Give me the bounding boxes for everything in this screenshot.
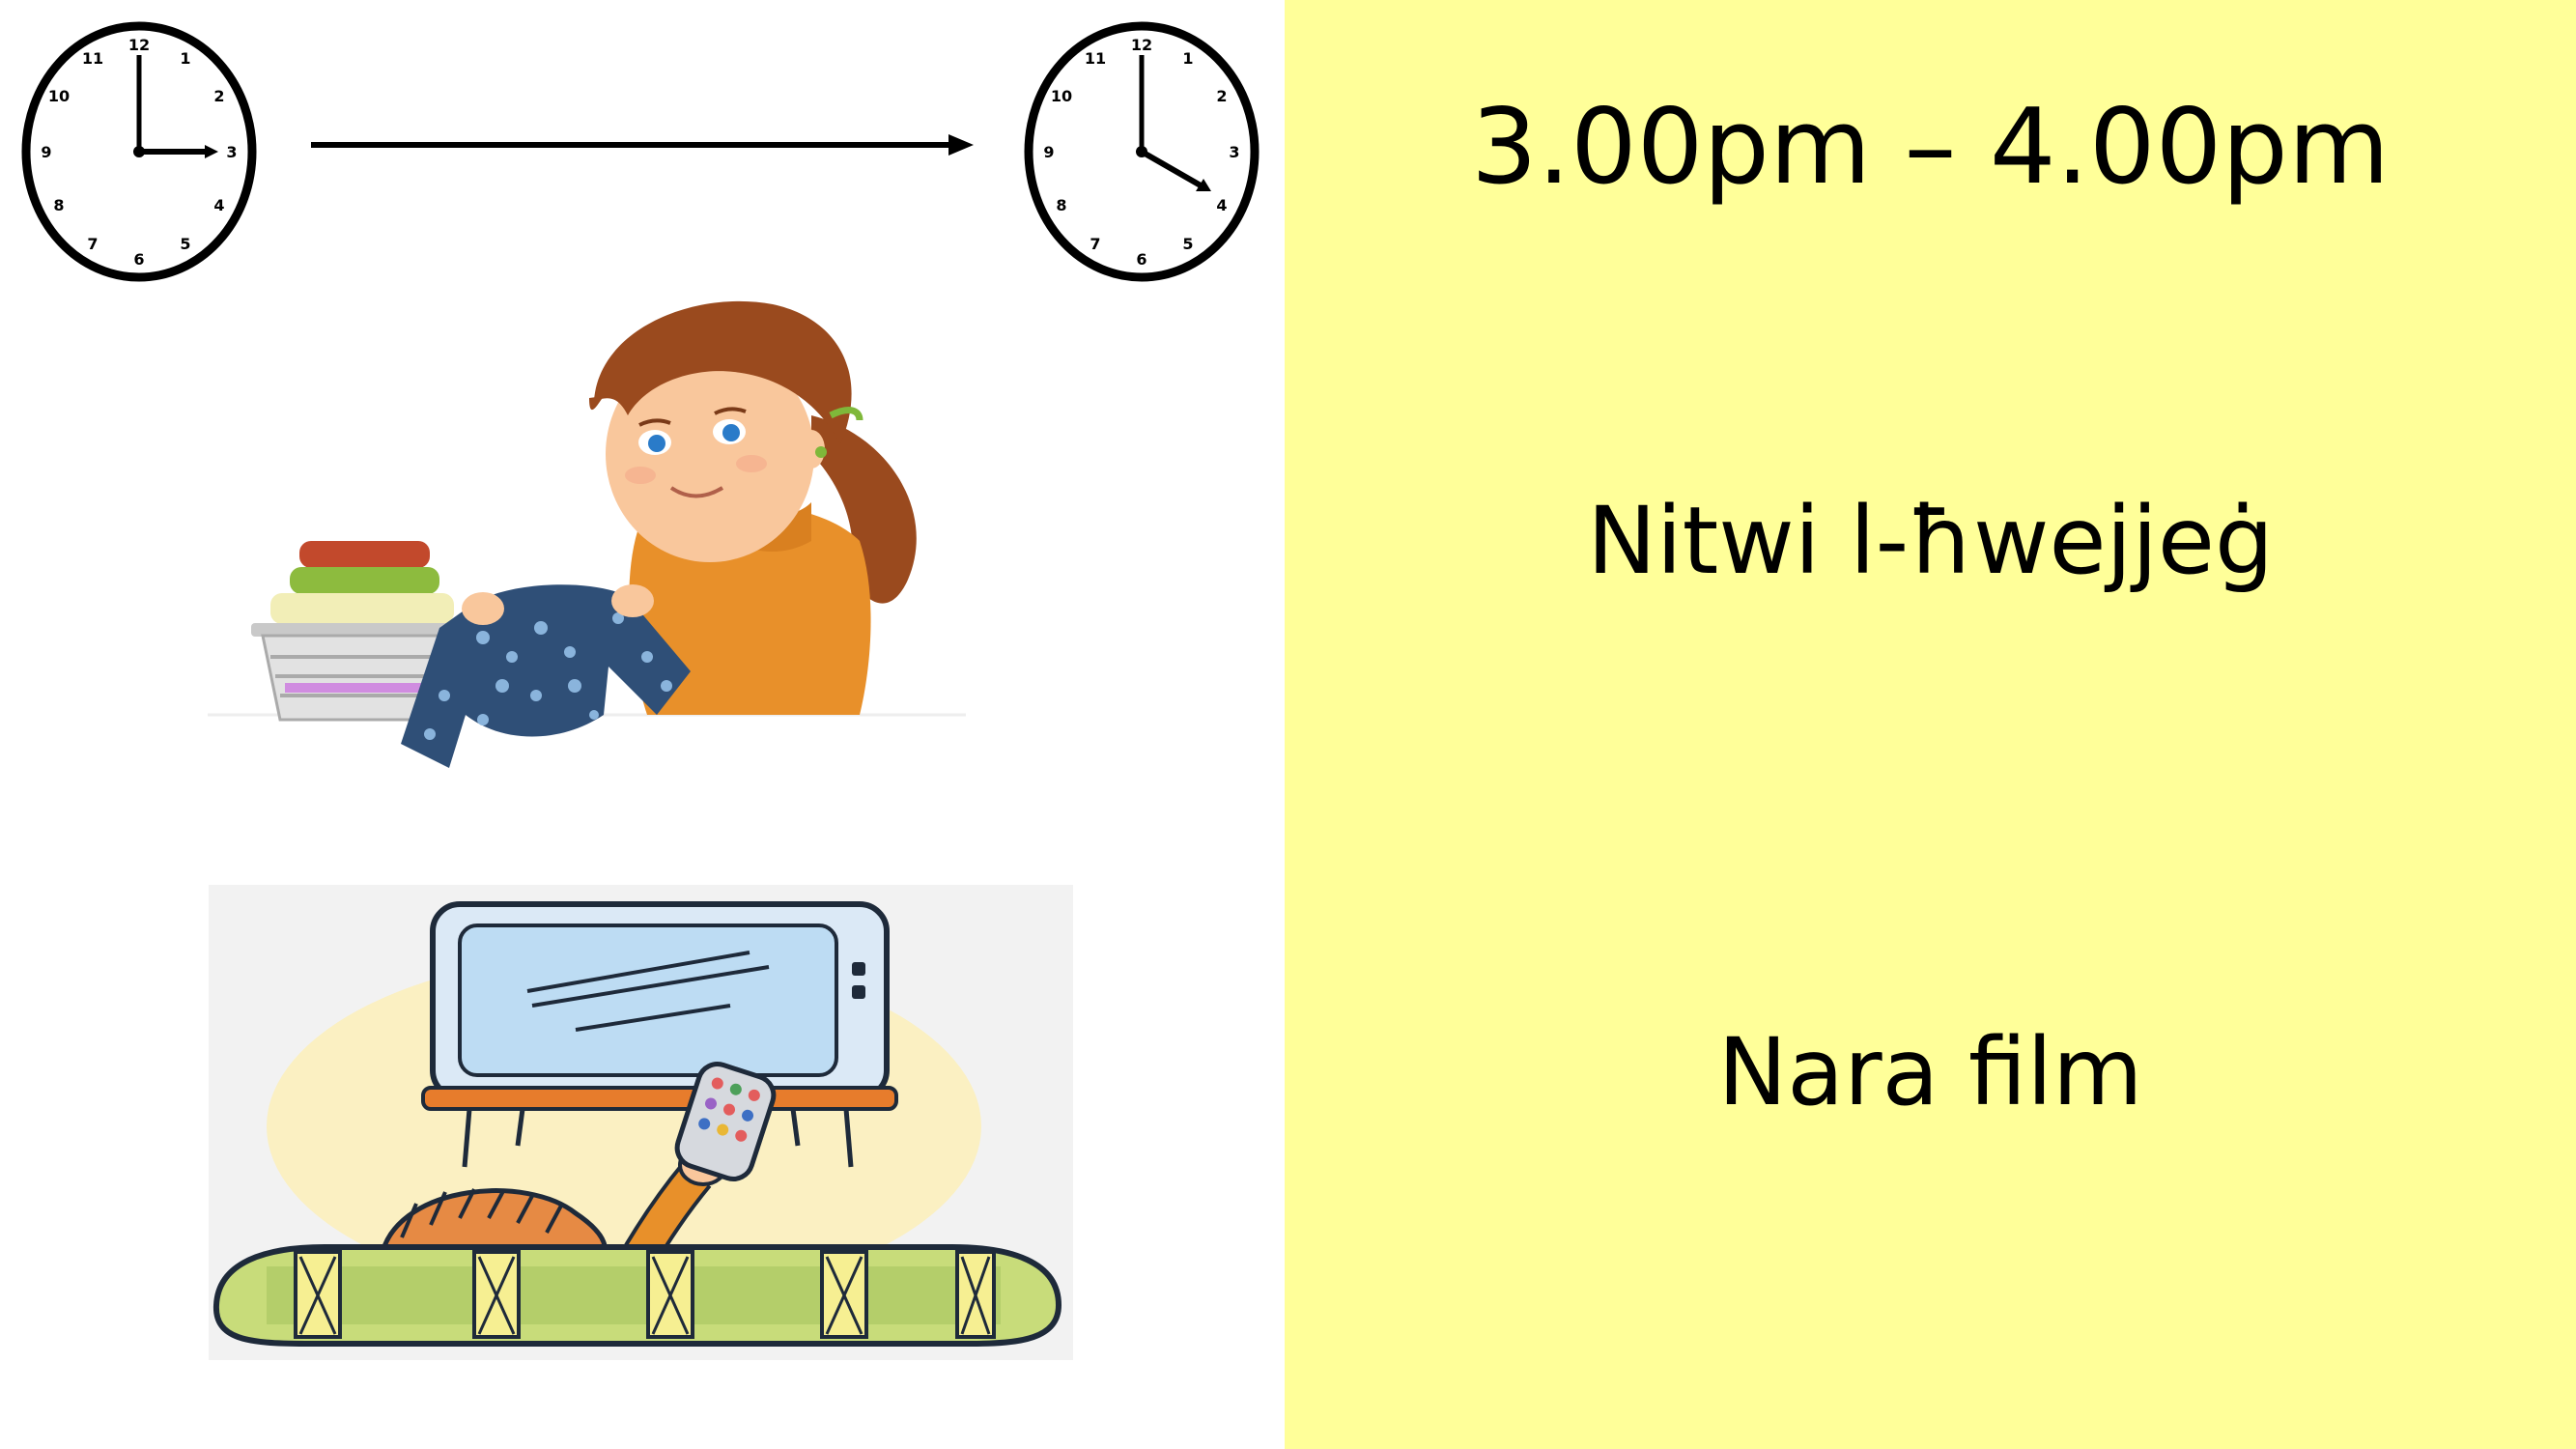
end-clock-icon: 12 1 2 3 4 5 6 7 8 9 10 11	[1024, 21, 1260, 282]
clock-numeral: 5	[1182, 235, 1193, 253]
clock-numeral: 6	[1136, 250, 1146, 269]
clock-numeral: 3	[1229, 143, 1239, 161]
activity-watching-film: Nara film	[1717, 1018, 2143, 1126]
clock-numeral: 7	[87, 235, 98, 253]
clock-numeral: 1	[180, 49, 190, 68]
clock-numeral: 8	[1056, 196, 1066, 214]
illustration-panel: 12 1 2 3 4 5 6 7 8 9 10 11 12 1 2 3 4	[0, 0, 1285, 1449]
clock-numeral: 10	[1051, 87, 1072, 105]
clock-numeral: 3	[226, 143, 237, 161]
activity-folding-clothes: Nitwi l-ħwejjeġ	[1587, 487, 2274, 595]
arrow-right-icon	[311, 134, 974, 156]
clock-numeral: 11	[82, 49, 103, 68]
folding-laundry-illustration	[208, 300, 966, 768]
clock-numeral: 11	[1085, 49, 1106, 68]
clock-numeral: 2	[1216, 87, 1227, 105]
time-range: 3.00pm – 4.00pm	[1470, 87, 2391, 208]
schedule-panel: 3.00pm – 4.00pm Nitwi l-ħwejjeġ Nara fil…	[1285, 0, 2576, 1449]
clock-numeral: 1	[1182, 49, 1193, 68]
watching-tv-illustration	[209, 885, 1073, 1360]
clock-numeral: 9	[41, 143, 51, 161]
clock-numeral: 2	[213, 87, 224, 105]
clock-numeral: 6	[133, 250, 144, 269]
clock-numeral: 9	[1043, 143, 1054, 161]
start-clock-icon: 12 1 2 3 4 5 6 7 8 9 10 11	[21, 21, 257, 282]
clock-numeral: 12	[1131, 36, 1152, 54]
clock-numeral: 8	[53, 196, 64, 214]
clock-numeral: 5	[180, 235, 190, 253]
clock-numeral: 10	[48, 87, 70, 105]
clock-numeral: 7	[1090, 235, 1100, 253]
clock-numeral: 12	[128, 36, 150, 54]
clock-numeral: 4	[213, 196, 224, 214]
clock-numeral: 4	[1216, 196, 1227, 214]
